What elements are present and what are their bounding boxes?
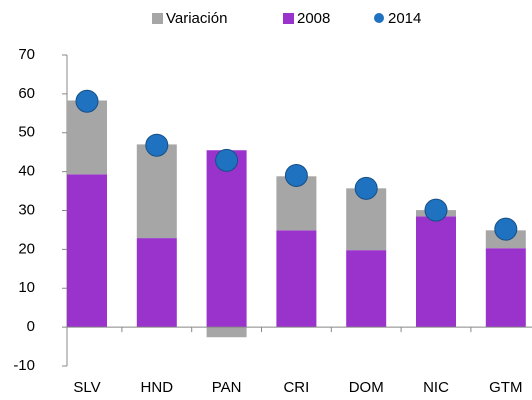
dot — [424, 198, 448, 222]
bar — [67, 100, 107, 175]
y-tick-label: 60 — [18, 85, 35, 102]
x-tick-label: NIC — [423, 379, 449, 396]
y-tick-label: 40 — [18, 163, 35, 180]
bar — [485, 248, 526, 328]
bar — [416, 216, 456, 328]
x-tick-label: GTM — [489, 379, 522, 396]
y-tick-label: 20 — [18, 240, 35, 257]
dot — [354, 176, 378, 200]
bar — [276, 230, 317, 328]
x-tick-label: CRI — [283, 379, 309, 396]
dot — [284, 164, 308, 188]
y-tick-label: 50 — [18, 124, 35, 141]
bar — [67, 174, 107, 328]
bar — [136, 238, 177, 328]
legend-swatch — [152, 13, 163, 24]
y-tick-label: -10 — [13, 357, 35, 374]
dot — [75, 89, 99, 113]
x-tick-label: PAN — [212, 379, 242, 396]
dot — [494, 217, 518, 241]
legend-label: 2014 — [388, 10, 421, 27]
y-tick-label: 30 — [18, 201, 35, 218]
x-tick-label: SLV — [73, 379, 100, 396]
dot — [215, 148, 239, 172]
bar — [136, 144, 177, 239]
legend-label: 2008 — [297, 10, 330, 27]
legend-label: Variación — [166, 10, 227, 27]
bar — [206, 150, 247, 328]
x-tick-label: DOM — [349, 379, 384, 396]
y-tick-label: 10 — [18, 279, 35, 296]
dot — [145, 133, 169, 157]
y-tick-label: 0 — [27, 318, 35, 335]
legend-swatch — [283, 13, 294, 24]
y-tick-label: 70 — [18, 46, 35, 63]
bar — [206, 327, 247, 338]
legend-swatch — [374, 13, 384, 23]
x-tick-label: HND — [141, 379, 174, 396]
bar — [346, 250, 387, 328]
